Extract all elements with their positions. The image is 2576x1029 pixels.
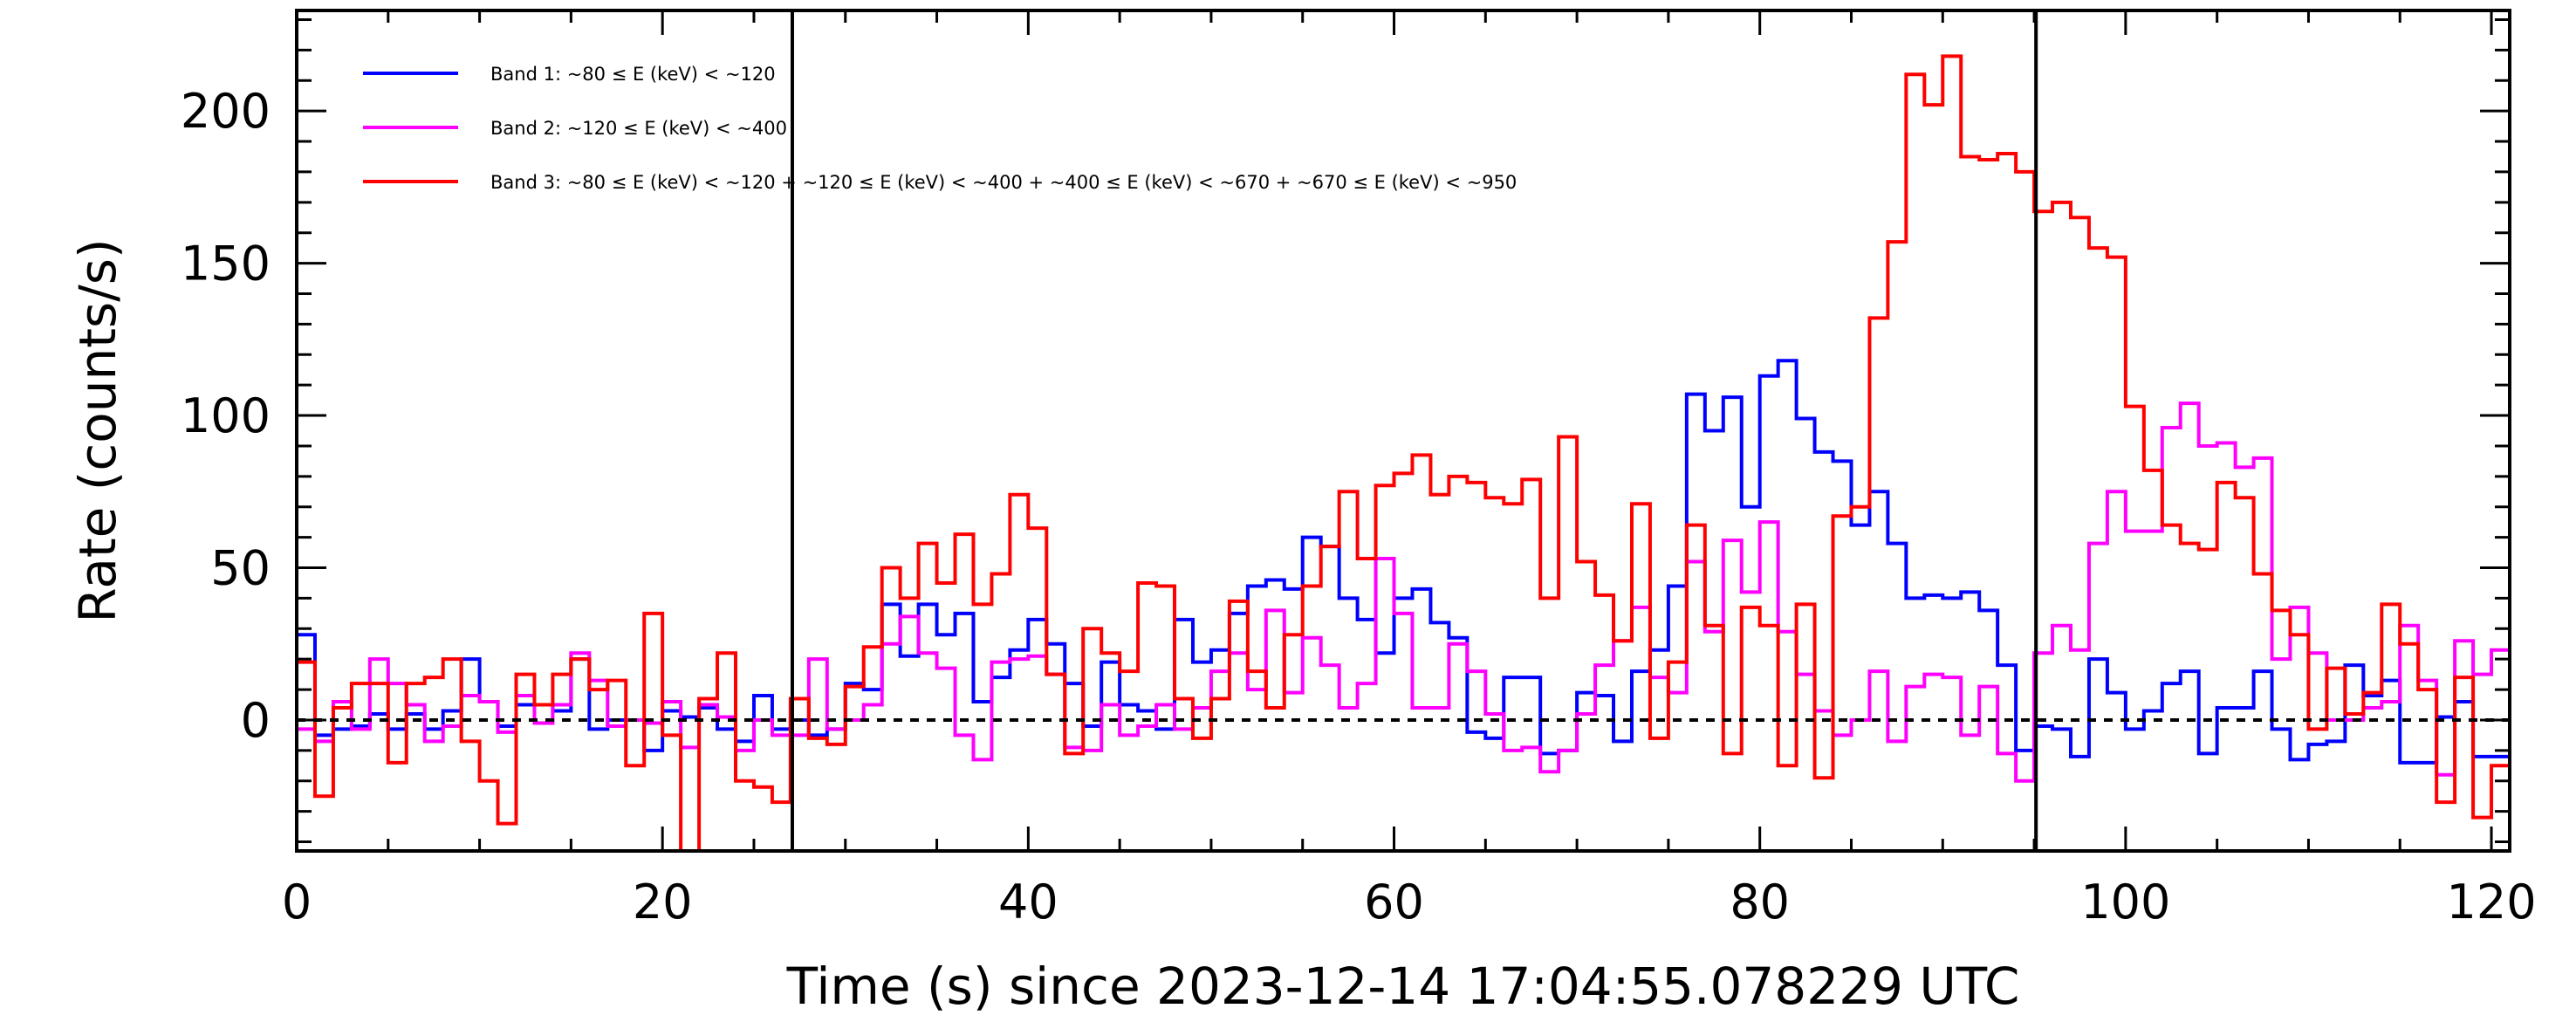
x-tick-label: 80 <box>1730 875 1790 930</box>
x-tick-label: 100 <box>2080 875 2170 930</box>
plot-frame <box>295 9 2511 853</box>
y-axis-title: Rate (counts/s) <box>68 238 127 622</box>
y-tick-labels: 0 50 100 150 200 <box>181 84 271 748</box>
y-tick-label: 50 <box>210 541 271 596</box>
x-tick-labels: 0 20 40 60 80 100 120 <box>282 875 2537 930</box>
legend: Band 1: ~80 ≤ E (keV) < ~120 Band 2: ~120… <box>363 64 1517 193</box>
legend-label-3: Band 3: ~80 ≤ E (keV) < ~120 + ~120 ≤ E … <box>490 172 1517 193</box>
series-2-line <box>297 401 2510 783</box>
x-tick-label: 20 <box>633 875 693 930</box>
x-tick-label: 60 <box>1364 875 1424 930</box>
legend-label-1: Band 1: ~80 ≤ E (keV) < ~120 <box>490 64 776 85</box>
interval-markers <box>790 10 2038 851</box>
legend-label-2: Band 2: ~120 ≤ E (keV) < ~400 <box>490 118 787 139</box>
y-tick-label: 200 <box>181 84 271 139</box>
tick-marks <box>295 10 2510 851</box>
y-tick-label: 100 <box>181 388 271 443</box>
x-axis-title: Time (s) since 2023-12-14 17:04:55.07822… <box>786 957 2020 1016</box>
series-layer <box>297 54 2510 851</box>
x-tick-label: 40 <box>998 875 1058 930</box>
x-tick-label: 120 <box>2447 875 2537 930</box>
x-tick-label: 0 <box>282 875 312 930</box>
y-tick-label: 0 <box>241 693 271 748</box>
series-1-line <box>297 359 2510 765</box>
series-3-line <box>297 54 2510 851</box>
y-tick-label: 150 <box>181 237 271 292</box>
